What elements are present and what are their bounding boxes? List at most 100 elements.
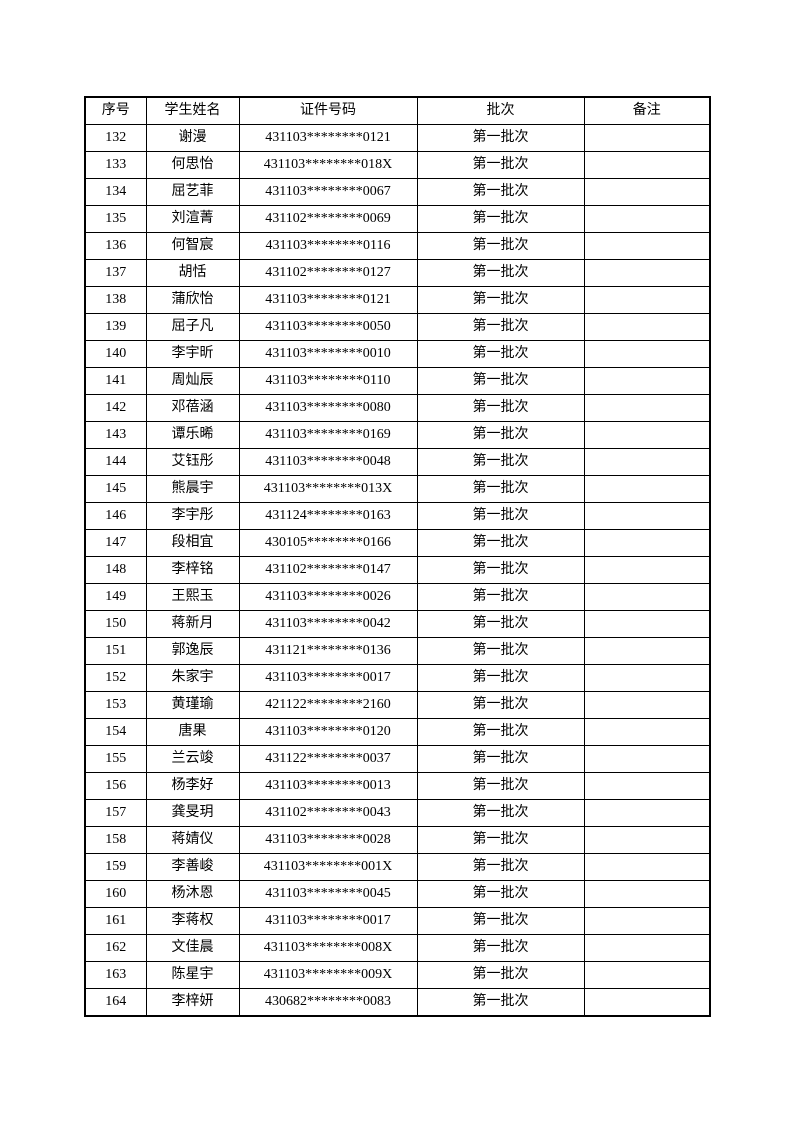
cell-batch: 第一批次 <box>416 421 585 449</box>
cell-name: 谢漫 <box>145 124 240 152</box>
cell-id-number: 431102********0127 <box>238 259 418 287</box>
cell-batch: 第一批次 <box>416 286 585 314</box>
table-row: 142 邓蓓涵 431103********0080 第一批次 <box>84 394 711 422</box>
cell-index: 150 <box>84 610 147 638</box>
cell-batch: 第一批次 <box>416 529 585 557</box>
cell-batch: 第一批次 <box>416 475 585 503</box>
cell-id-number: 431103********0116 <box>238 232 418 260</box>
cell-id-number: 431103********0121 <box>238 124 418 152</box>
student-table: 序号 学生姓名 证件号码 批次 备注 132 谢漫 431103********01… <box>84 96 711 1017</box>
cell-id-number: 431103********0050 <box>238 313 418 341</box>
cell-index: 159 <box>84 853 147 881</box>
cell-batch: 第一批次 <box>416 502 585 530</box>
cell-name: 屈子凡 <box>145 313 240 341</box>
cell-batch: 第一批次 <box>416 988 585 1017</box>
cell-id-number: 431103********001X <box>238 853 418 881</box>
cell-remark <box>583 610 711 638</box>
cell-id-number: 431121********0136 <box>238 637 418 665</box>
cell-id-number: 431103********0120 <box>238 718 418 746</box>
table-row: 146 李宇彤 431124********0163 第一批次 <box>84 502 711 530</box>
cell-index: 154 <box>84 718 147 746</box>
cell-index: 146 <box>84 502 147 530</box>
cell-name: 蒲欣怡 <box>145 286 240 314</box>
cell-id-number: 430105********0166 <box>238 529 418 557</box>
table-row: 141 周灿辰 431103********0110 第一批次 <box>84 367 711 395</box>
table-row: 163 陈星宇 431103********009X 第一批次 <box>84 961 711 989</box>
cell-remark <box>583 934 711 962</box>
cell-name: 李善峻 <box>145 853 240 881</box>
cell-index: 163 <box>84 961 147 989</box>
cell-batch: 第一批次 <box>416 367 585 395</box>
cell-index: 161 <box>84 907 147 935</box>
table-row: 151 郭逸辰 431121********0136 第一批次 <box>84 637 711 665</box>
table-row: 164 李梓妍 430682********0083 第一批次 <box>84 988 711 1017</box>
cell-name: 杨沐恩 <box>145 880 240 908</box>
cell-name: 文佳晨 <box>145 934 240 962</box>
cell-remark <box>583 691 711 719</box>
cell-remark <box>583 232 711 260</box>
cell-index: 135 <box>84 205 147 233</box>
table-row: 160 杨沐恩 431103********0045 第一批次 <box>84 880 711 908</box>
cell-remark <box>583 880 711 908</box>
cell-id-number: 431103********0067 <box>238 178 418 206</box>
table-row: 139 屈子凡 431103********0050 第一批次 <box>84 313 711 341</box>
cell-index: 140 <box>84 340 147 368</box>
cell-id-number: 431103********0169 <box>238 421 418 449</box>
cell-id-number: 431103********0026 <box>238 583 418 611</box>
cell-id-number: 431102********0069 <box>238 205 418 233</box>
table-row: 132 谢漫 431103********0121 第一批次 <box>84 124 711 152</box>
cell-remark <box>583 205 711 233</box>
cell-remark <box>583 988 711 1017</box>
cell-index: 138 <box>84 286 147 314</box>
cell-id-number: 431103********009X <box>238 961 418 989</box>
cell-name: 李梓铭 <box>145 556 240 584</box>
cell-name: 杨李好 <box>145 772 240 800</box>
cell-batch: 第一批次 <box>416 205 585 233</box>
cell-index: 145 <box>84 475 147 503</box>
cell-remark <box>583 475 711 503</box>
cell-batch: 第一批次 <box>416 907 585 935</box>
cell-index: 132 <box>84 124 147 152</box>
cell-name: 何智宸 <box>145 232 240 260</box>
cell-remark <box>583 961 711 989</box>
table-row: 140 李宇昕 431103********0010 第一批次 <box>84 340 711 368</box>
cell-remark <box>583 151 711 179</box>
cell-id-number: 431103********0028 <box>238 826 418 854</box>
cell-id-number: 431103********008X <box>238 934 418 962</box>
cell-index: 155 <box>84 745 147 773</box>
table-row: 152 朱家宇 431103********0017 第一批次 <box>84 664 711 692</box>
table-row: 136 何智宸 431103********0116 第一批次 <box>84 232 711 260</box>
cell-batch: 第一批次 <box>416 826 585 854</box>
cell-batch: 第一批次 <box>416 799 585 827</box>
cell-name: 段相宜 <box>145 529 240 557</box>
cell-remark <box>583 529 711 557</box>
cell-id-number: 431103********0045 <box>238 880 418 908</box>
table-row: 143 谭乐晞 431103********0169 第一批次 <box>84 421 711 449</box>
cell-index: 162 <box>84 934 147 962</box>
cell-id-number: 431103********0042 <box>238 610 418 638</box>
cell-remark <box>583 556 711 584</box>
cell-index: 147 <box>84 529 147 557</box>
cell-remark <box>583 502 711 530</box>
cell-name: 李蒋权 <box>145 907 240 935</box>
table-row: 138 蒲欣怡 431103********0121 第一批次 <box>84 286 711 314</box>
cell-batch: 第一批次 <box>416 448 585 476</box>
cell-batch: 第一批次 <box>416 259 585 287</box>
cell-id-number: 431103********0080 <box>238 394 418 422</box>
cell-remark <box>583 583 711 611</box>
cell-remark <box>583 853 711 881</box>
cell-id-number: 431103********0121 <box>238 286 418 314</box>
cell-index: 151 <box>84 637 147 665</box>
cell-index: 133 <box>84 151 147 179</box>
table-row: 153 黄瑾瑜 421122********2160 第一批次 <box>84 691 711 719</box>
table-row: 135 刘渲菁 431102********0069 第一批次 <box>84 205 711 233</box>
cell-batch: 第一批次 <box>416 718 585 746</box>
cell-id-number: 431103********0048 <box>238 448 418 476</box>
cell-id-number: 431122********0037 <box>238 745 418 773</box>
header-remark: 备注 <box>583 96 711 125</box>
cell-name: 何思怡 <box>145 151 240 179</box>
cell-index: 152 <box>84 664 147 692</box>
cell-batch: 第一批次 <box>416 583 585 611</box>
cell-name: 陈星宇 <box>145 961 240 989</box>
table-row: 155 兰云竣 431122********0037 第一批次 <box>84 745 711 773</box>
